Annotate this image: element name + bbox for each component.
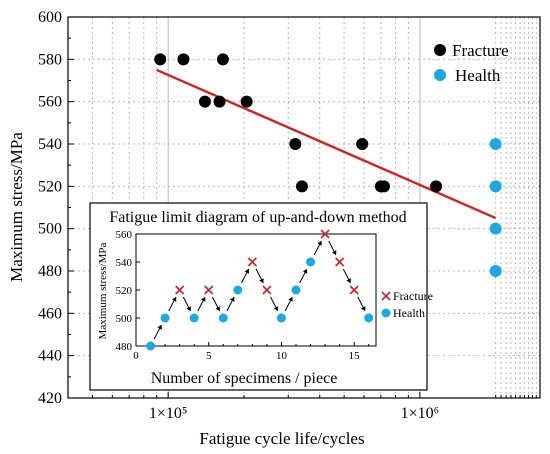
inset-arrow-head bbox=[331, 250, 337, 255]
inset-health-point bbox=[364, 313, 374, 323]
health-point bbox=[489, 180, 502, 193]
inset-arrow-head bbox=[201, 297, 206, 302]
inset-arrow-head bbox=[259, 278, 264, 283]
inset-fracture-point bbox=[204, 285, 214, 295]
fracture-point bbox=[289, 138, 302, 150]
inset-y-tick-label: 520 bbox=[116, 285, 133, 297]
inset-x-axis-label: Number of specimens / piece bbox=[151, 370, 338, 387]
inset-fracture-point bbox=[174, 285, 185, 295]
inset-y-tick-label: 480 bbox=[116, 341, 133, 353]
fracture-point bbox=[154, 53, 167, 66]
main-ticks: 420 440 460 480 500 520 540 560 580 600 1×10⁵ 1×10⁶ bbox=[38, 9, 537, 422]
inset-chart: Fatigue limit diagram of up-and-down met… bbox=[89, 202, 433, 391]
inset-plot-frame bbox=[135, 233, 377, 347]
inset-health-point bbox=[306, 257, 316, 267]
fracture-point bbox=[356, 138, 369, 150]
legend-fracture-marker bbox=[434, 44, 446, 56]
inset-health-point bbox=[160, 313, 170, 323]
fit-line bbox=[156, 68, 497, 220]
fracture-point bbox=[295, 180, 308, 193]
inset-arrow-head bbox=[244, 269, 250, 274]
inset-x-tick-label: 0 bbox=[133, 350, 139, 362]
inset-fracture-point bbox=[320, 229, 330, 239]
legend-health-marker bbox=[434, 69, 446, 81]
inset-arrow-head bbox=[230, 297, 235, 302]
fracture-point bbox=[198, 95, 211, 108]
inset-arrow-head bbox=[317, 241, 322, 246]
inset-health-point bbox=[276, 313, 286, 323]
main-y-tick-label: 420 bbox=[38, 390, 62, 407]
main-y-tick-label: 460 bbox=[38, 305, 62, 322]
legend-health-label: Health bbox=[455, 66, 501, 85]
inset-y-tick-label: 540 bbox=[116, 257, 133, 269]
inset-x-tick-label: 10 bbox=[276, 350, 288, 362]
main-plot-frame bbox=[67, 16, 541, 399]
inset-legend: Fracture Health bbox=[381, 289, 433, 320]
inset-title: Fatigue limit diagram of up-and-down met… bbox=[109, 209, 406, 226]
main-y-axis-label: Maximum stress/MPa bbox=[7, 132, 26, 282]
inset-arrow-head bbox=[346, 278, 351, 283]
main-y-tick-label: 440 bbox=[38, 348, 62, 365]
fracture-point bbox=[377, 180, 390, 193]
main-y-tick-label: 540 bbox=[38, 136, 62, 153]
inset-fracture-point bbox=[247, 257, 258, 267]
inset-arrow-head bbox=[157, 325, 162, 330]
inset-arrow-head bbox=[288, 297, 293, 302]
main-y-tick-label: 480 bbox=[38, 263, 62, 280]
main-y-tick-label: 500 bbox=[38, 221, 62, 238]
legend-fracture-label: Fracture bbox=[452, 41, 509, 60]
inset-y-tick-label: 560 bbox=[116, 229, 133, 241]
main-legend: Fracture Health bbox=[434, 41, 509, 85]
inset-arrow-head bbox=[171, 297, 177, 302]
inset-x-tick-label: 15 bbox=[349, 350, 361, 362]
inset-fracture-point bbox=[334, 257, 345, 267]
inset-fracture-point bbox=[349, 285, 359, 295]
inset-y-tick-label: 500 bbox=[116, 313, 133, 325]
health-point bbox=[489, 265, 502, 277]
fracture-point bbox=[213, 95, 226, 108]
main-x-tick-label: 1×10⁵ bbox=[149, 405, 188, 422]
inset-arrow-head bbox=[302, 269, 308, 274]
inset-legend-fracture-label: Fracture bbox=[393, 289, 433, 303]
inset-legend-health-marker bbox=[381, 308, 391, 318]
main-y-tick-label: 580 bbox=[38, 51, 62, 68]
fracture-point bbox=[177, 53, 190, 66]
inset-legend-health-label: Health bbox=[393, 306, 425, 320]
main-x-tick-label: 1×10⁶ bbox=[401, 405, 440, 422]
main-points bbox=[154, 53, 502, 277]
fracture-point bbox=[216, 53, 229, 66]
inset-health-point bbox=[189, 313, 199, 323]
health-point bbox=[489, 138, 502, 150]
inset-legend-cross bbox=[381, 291, 391, 301]
health-point bbox=[489, 222, 502, 235]
inset-health-point bbox=[233, 285, 243, 295]
inset-health-point bbox=[218, 313, 228, 323]
inset-health-point bbox=[291, 285, 301, 295]
main-y-tick-label: 520 bbox=[38, 178, 62, 195]
main-fit-line bbox=[156, 68, 497, 220]
inset-fracture-point bbox=[262, 285, 272, 295]
inset-arrow-head bbox=[361, 306, 366, 311]
main-y-tick-label: 600 bbox=[38, 9, 62, 26]
inset-x-tick-label: 5 bbox=[206, 350, 212, 362]
inset-y-axis-label: Maximum stress/MPa bbox=[97, 242, 109, 339]
inset-health-point bbox=[146, 341, 156, 351]
fracture-point bbox=[240, 95, 253, 108]
inset-arrow-head bbox=[186, 306, 191, 311]
inset-arrows bbox=[153, 240, 366, 340]
inset-arrow-head bbox=[273, 306, 279, 311]
main-x-axis-label: Fatigue cycle life/cycles bbox=[199, 429, 364, 448]
main-y-tick-label: 560 bbox=[38, 94, 62, 111]
inset-points bbox=[146, 229, 374, 351]
inset-arrow-head bbox=[215, 306, 221, 311]
inset-legend-fracture-marker bbox=[381, 291, 391, 301]
fracture-point bbox=[430, 180, 443, 193]
